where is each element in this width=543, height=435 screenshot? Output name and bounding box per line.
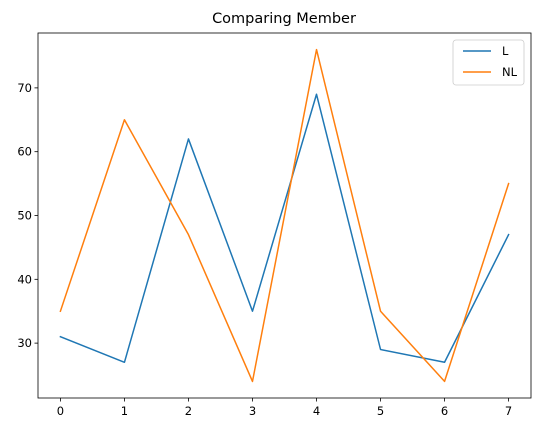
- y-tick-label: 30: [17, 336, 32, 350]
- x-axis: 0 1 2 3 4 5 6 7: [57, 398, 512, 418]
- y-axis: 30 40 50 60 70: [17, 81, 38, 350]
- x-tick-label: 6: [441, 404, 448, 418]
- x-tick-label: 5: [377, 404, 384, 418]
- legend-label-nl: NL: [502, 65, 518, 79]
- x-tick-label: 1: [121, 404, 128, 418]
- y-tick-label: 60: [17, 145, 32, 159]
- series-line-l: [59, 93, 510, 364]
- x-tick-label: 0: [57, 404, 64, 418]
- x-tick-label: 7: [505, 404, 512, 418]
- legend: L NL: [452, 39, 525, 86]
- y-tick-label: 40: [17, 272, 32, 286]
- y-tick-label: 50: [17, 209, 32, 223]
- x-tick-label: 3: [249, 404, 256, 418]
- y-tick-label: 70: [17, 81, 32, 95]
- legend-label-l: L: [502, 44, 509, 58]
- x-tick-label: 4: [313, 404, 320, 418]
- series-line-nl: [59, 48, 510, 383]
- x-tick-label: 2: [185, 404, 192, 418]
- plot-lines: [59, 48, 510, 383]
- chart-title: Comparing Member: [212, 11, 356, 27]
